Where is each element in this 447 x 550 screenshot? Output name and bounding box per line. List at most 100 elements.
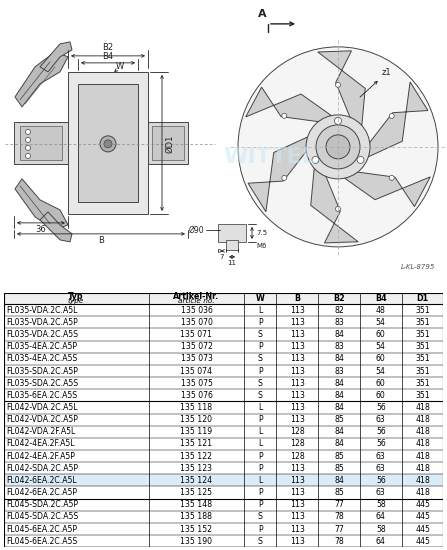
Text: FL045-SDA.2C.A5S: FL045-SDA.2C.A5S: [6, 513, 79, 521]
Text: S: S: [258, 378, 263, 388]
Text: W: W: [256, 294, 265, 303]
Text: 113: 113: [290, 537, 305, 546]
Text: 84: 84: [334, 476, 344, 485]
Text: 135 076: 135 076: [181, 391, 212, 400]
Circle shape: [104, 140, 112, 148]
Polygon shape: [345, 172, 430, 207]
Text: B4: B4: [375, 294, 387, 303]
Text: P: P: [258, 488, 263, 497]
Text: 84: 84: [334, 439, 344, 448]
Text: 135 148: 135 148: [181, 500, 212, 509]
Text: 445: 445: [415, 537, 430, 546]
Polygon shape: [40, 212, 72, 242]
Bar: [152, 126, 184, 160]
Text: 418: 418: [415, 439, 430, 448]
Text: W: W: [116, 62, 124, 72]
Text: B2: B2: [102, 43, 114, 52]
Polygon shape: [40, 42, 72, 72]
Text: 84: 84: [334, 427, 344, 436]
Text: 113: 113: [290, 415, 305, 424]
Text: FL042-4EA.2F.A5L: FL042-4EA.2F.A5L: [6, 439, 75, 448]
Text: 7: 7: [220, 254, 224, 260]
Text: 58: 58: [376, 500, 386, 509]
Circle shape: [282, 175, 287, 180]
Text: 85: 85: [334, 488, 344, 497]
Text: P: P: [258, 318, 263, 327]
Text: S: S: [258, 537, 263, 546]
Text: 56: 56: [376, 427, 386, 436]
Text: FL035-VDA.2C.A5P: FL035-VDA.2C.A5P: [6, 318, 78, 327]
Text: 85: 85: [334, 464, 344, 473]
Text: type: type: [68, 298, 84, 304]
Text: Artikel-Nr.: Artikel-Nr.: [173, 292, 219, 300]
Text: 135 119: 135 119: [181, 427, 212, 436]
Text: 135 190: 135 190: [181, 537, 212, 546]
Text: 54: 54: [376, 318, 386, 327]
Text: 135 152: 135 152: [181, 525, 212, 533]
Polygon shape: [318, 51, 365, 125]
Text: 135 036: 135 036: [181, 306, 212, 315]
Text: 60: 60: [376, 391, 386, 400]
Circle shape: [389, 175, 394, 180]
Text: S: S: [258, 354, 263, 364]
Text: FL045-SDA.2C.A5P: FL045-SDA.2C.A5P: [6, 500, 78, 509]
Text: 128: 128: [290, 452, 304, 460]
Text: 7.5: 7.5: [256, 230, 267, 236]
Text: 418: 418: [415, 452, 430, 460]
Text: 84: 84: [334, 354, 344, 364]
Text: FL035-4EA.2C.A5S: FL035-4EA.2C.A5S: [6, 354, 77, 364]
Text: 113: 113: [290, 391, 305, 400]
Text: 113: 113: [290, 342, 305, 351]
Text: 58: 58: [376, 525, 386, 533]
Bar: [4, 474, 443, 487]
Text: 36: 36: [36, 225, 46, 234]
Text: 351: 351: [415, 391, 430, 400]
Text: 113: 113: [290, 476, 305, 485]
Text: 135 073: 135 073: [181, 354, 212, 364]
Text: FL035-4EA.2C.A5P: FL035-4EA.2C.A5P: [6, 342, 77, 351]
Text: 135 125: 135 125: [181, 488, 212, 497]
Polygon shape: [246, 87, 331, 122]
Bar: [78, 84, 138, 202]
Circle shape: [389, 113, 394, 118]
Text: 60: 60: [376, 354, 386, 364]
Text: 83: 83: [334, 342, 344, 351]
Bar: [218, 224, 246, 242]
Circle shape: [25, 129, 30, 134]
Text: D1: D1: [417, 294, 429, 303]
Text: P: P: [258, 342, 263, 351]
Text: 77: 77: [334, 500, 344, 509]
Text: P: P: [258, 415, 263, 424]
Text: 135 120: 135 120: [181, 415, 212, 424]
Text: L: L: [258, 403, 262, 412]
Circle shape: [306, 115, 370, 179]
Bar: [20, 126, 62, 160]
Text: L: L: [258, 306, 262, 315]
Text: 54: 54: [376, 366, 386, 376]
Text: 418: 418: [415, 488, 430, 497]
Text: FL042-6EA.2C.A5P: FL042-6EA.2C.A5P: [6, 488, 77, 497]
Circle shape: [233, 42, 443, 252]
Text: FL045-6EA.2C.A5S: FL045-6EA.2C.A5S: [6, 537, 77, 546]
Text: FL042-VDA.2C.A5P: FL042-VDA.2C.A5P: [6, 415, 78, 424]
Text: 113: 113: [290, 366, 305, 376]
Text: FL035-SDA.2C.A5P: FL035-SDA.2C.A5P: [6, 366, 78, 376]
Text: 60: 60: [376, 378, 386, 388]
Text: 85: 85: [334, 415, 344, 424]
Circle shape: [100, 136, 116, 152]
Text: FL042-VDA.2C.A5L: FL042-VDA.2C.A5L: [6, 403, 78, 412]
Bar: [226, 240, 238, 250]
Text: 135 070: 135 070: [181, 318, 212, 327]
Circle shape: [312, 156, 319, 163]
Polygon shape: [15, 179, 68, 230]
Text: 54: 54: [376, 342, 386, 351]
Text: 135 071: 135 071: [181, 330, 212, 339]
Text: S: S: [258, 330, 263, 339]
Text: 351: 351: [415, 378, 430, 388]
Text: 135 075: 135 075: [181, 378, 212, 388]
Text: 351: 351: [415, 354, 430, 364]
Text: 351: 351: [415, 366, 430, 376]
Text: 113: 113: [290, 378, 305, 388]
Text: 63: 63: [376, 452, 386, 460]
Text: P: P: [258, 525, 263, 533]
